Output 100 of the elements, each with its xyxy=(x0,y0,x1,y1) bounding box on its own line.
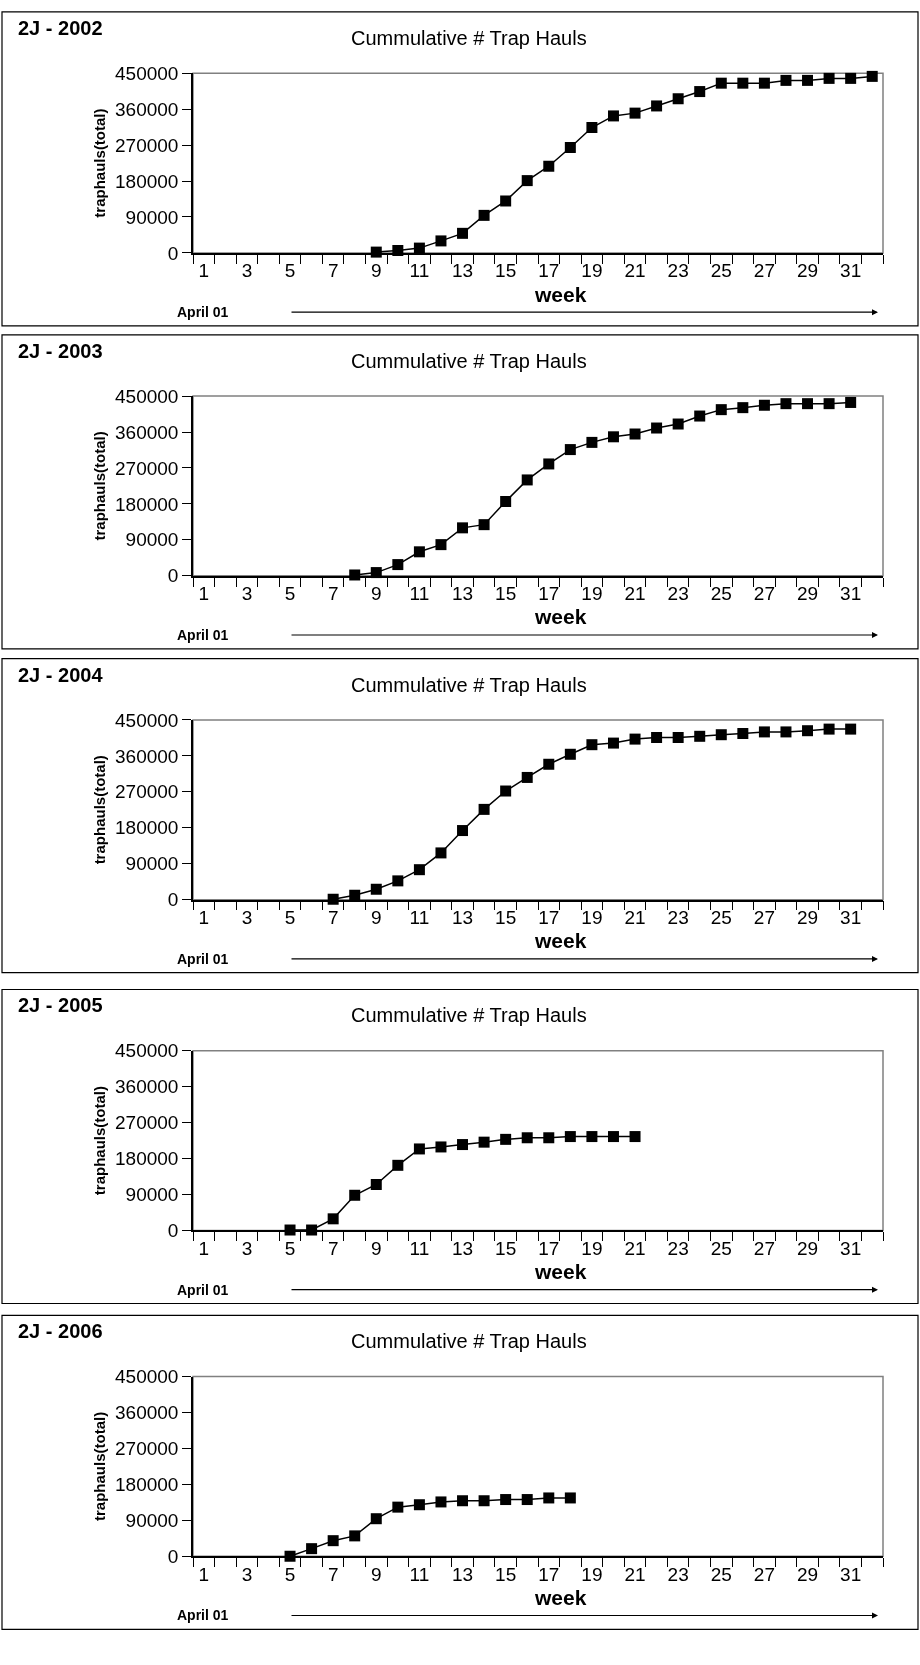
x-tick-label: 1 xyxy=(198,1237,210,1259)
x-tick-label: 19 xyxy=(581,1237,603,1259)
point xyxy=(629,428,641,440)
x-axis-title: week xyxy=(534,605,587,628)
chart-title: 2J - 2002 xyxy=(18,17,103,39)
y-tick-label: 450000 xyxy=(115,1040,179,1062)
x-tick-label: 27 xyxy=(753,907,775,929)
x-tick-label: 9 xyxy=(370,1237,382,1259)
point xyxy=(457,1495,469,1507)
x-tick-label: 15 xyxy=(495,260,517,282)
point xyxy=(521,771,533,783)
x-tick-label: 13 xyxy=(451,1563,474,1585)
point xyxy=(543,1132,555,1144)
point xyxy=(543,1492,555,1504)
x-tick-label: 25 xyxy=(710,1237,732,1259)
y-axis-title: traphauls(total) xyxy=(90,108,108,218)
point xyxy=(758,399,770,411)
x-tick-label: 3 xyxy=(241,907,253,929)
x-tick-label: 31 xyxy=(840,907,862,929)
point xyxy=(500,1133,512,1145)
y-tick-label: 180000 xyxy=(115,1474,179,1496)
x-tick-label: 11 xyxy=(409,260,430,282)
point xyxy=(370,1513,382,1525)
point xyxy=(672,732,684,743)
point xyxy=(521,1494,533,1506)
point xyxy=(521,1132,533,1144)
x-tick-label: 27 xyxy=(753,583,775,605)
point xyxy=(715,729,727,741)
point xyxy=(651,100,663,112)
point xyxy=(866,70,878,82)
x-tick-label: 5 xyxy=(284,583,296,605)
y-tick-label: 360000 xyxy=(115,98,179,120)
x-tick-label: 29 xyxy=(796,260,819,282)
x-tick-label: 13 xyxy=(451,1237,474,1259)
point xyxy=(306,1543,318,1555)
y-tick-label: 90000 xyxy=(125,1184,179,1206)
x-tick-label: 7 xyxy=(327,260,339,282)
point xyxy=(780,74,792,86)
point xyxy=(823,398,835,410)
x-tick-label: 5 xyxy=(284,907,296,929)
point xyxy=(607,737,619,749)
x-tick-label: 1 xyxy=(198,907,210,929)
x-tick-label: 21 xyxy=(624,1563,646,1585)
point xyxy=(349,1189,361,1201)
point xyxy=(629,1131,641,1143)
y-tick-label: 0 xyxy=(167,1545,179,1567)
x-tick-label: 25 xyxy=(710,583,732,605)
y-tick-label: 450000 xyxy=(115,1366,179,1388)
x-axis-title: week xyxy=(534,929,587,952)
point xyxy=(500,785,512,797)
y-axis-title: traphauls(total) xyxy=(90,1085,108,1196)
point xyxy=(694,410,706,422)
y-tick-label: 270000 xyxy=(115,1112,179,1134)
x-tick-label: 9 xyxy=(370,583,382,605)
y-tick-label: 180000 xyxy=(115,1148,179,1170)
point xyxy=(758,77,770,89)
x-tick-label: 1 xyxy=(198,1563,210,1585)
point xyxy=(457,825,469,837)
point xyxy=(672,418,684,430)
x-tick-label: 27 xyxy=(753,1237,775,1259)
x-tick-label: 25 xyxy=(710,1563,732,1585)
point xyxy=(629,107,641,119)
point xyxy=(435,1141,447,1153)
x-tick-label: 19 xyxy=(581,907,603,929)
point xyxy=(478,519,490,531)
y-tick-label: 180000 xyxy=(115,493,179,515)
point xyxy=(392,1501,404,1513)
x-tick-label: 7 xyxy=(327,1237,339,1259)
x-tick-label: 11 xyxy=(409,583,430,605)
point xyxy=(327,1535,339,1547)
x-tick-label: 15 xyxy=(495,1563,517,1585)
chart-subtitle: Cummulative # Trap Hauls xyxy=(351,674,587,696)
point xyxy=(478,803,490,815)
point xyxy=(694,730,706,742)
chart-title: 2J - 2006 xyxy=(18,1320,103,1342)
y-tick-label: 360000 xyxy=(115,421,179,443)
x-tick-label: 1 xyxy=(198,583,210,605)
point xyxy=(651,422,663,434)
x-tick-label: 1 xyxy=(198,260,210,282)
point xyxy=(543,160,555,172)
point xyxy=(413,1143,425,1155)
x-tick-label: 15 xyxy=(495,1237,517,1259)
y-tick-label: 270000 xyxy=(115,781,179,803)
point xyxy=(564,141,576,153)
point xyxy=(370,883,382,895)
x-tick-label: 5 xyxy=(284,260,296,282)
x-tick-label: 17 xyxy=(538,907,560,929)
y-axis-title: traphauls(total) xyxy=(90,755,108,865)
point xyxy=(392,1159,404,1171)
y-tick-label: 270000 xyxy=(115,457,179,479)
x-tick-label: 3 xyxy=(241,1237,253,1259)
text: April 01 xyxy=(177,304,229,320)
x-tick-label: 9 xyxy=(370,907,382,929)
y-tick-label: 0 xyxy=(167,1220,179,1242)
chart-title: 2J - 2003 xyxy=(18,340,103,362)
chart-subtitle: Cummulative # Trap Hauls xyxy=(351,1004,587,1026)
y-tick-label: 0 xyxy=(167,242,179,264)
point xyxy=(586,1131,598,1143)
x-tick-label: 5 xyxy=(284,1237,296,1259)
point xyxy=(500,496,512,507)
